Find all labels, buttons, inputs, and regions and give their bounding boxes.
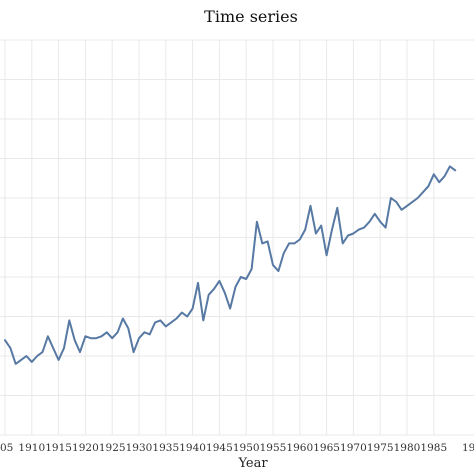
x-tick-label: 1970 [340,442,367,454]
x-tick-label: 1945 [206,442,233,454]
x-tick-label: 1985 [420,442,447,454]
x-tick-label: 1950 [233,442,260,454]
x-tick-label: 1975 [367,442,394,454]
grid-lines [0,39,474,436]
x-tick-labels: 05 1910 1915 1920 1925 1930 1935 1940 1945 1950 19… [0,442,474,454]
x-axis-label: Year [237,456,268,471]
x-tick-label: 1940 [179,442,206,454]
x-tick-label: 1980 [394,442,421,454]
x-tick-label: 1925 [99,442,126,454]
x-tick-label: 19 [462,442,474,454]
x-tick-label: 05 [0,442,13,454]
x-tick-label: 1965 [313,442,340,454]
x-tick-label: 1930 [126,442,153,454]
x-tick-label: 1920 [72,442,99,454]
series-line [4,165,457,365]
x-tick-label: 1960 [286,442,313,454]
chart-title: Time series [204,7,298,26]
series-layer [4,165,457,365]
x-tick-label: 1955 [260,442,287,454]
x-tick-label: 1935 [152,442,179,454]
x-tick-label: 1915 [45,442,72,454]
x-tick-label: 1910 [18,442,45,454]
